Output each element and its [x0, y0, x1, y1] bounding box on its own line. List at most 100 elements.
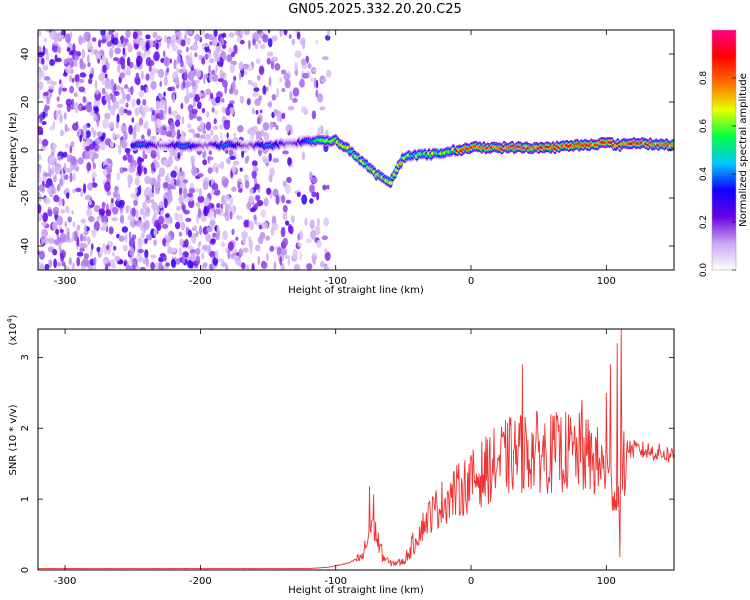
spectrogram-x-label: Height of straight line (km): [288, 285, 424, 296]
spectrogram-speckle: [226, 132, 229, 139]
spectrogram-speckle: [202, 149, 207, 159]
spectrogram-speckle: [235, 236, 239, 241]
spectrogram-speckle: [280, 226, 286, 238]
spectrogram-speckle: [294, 50, 302, 59]
spectrogram-speckle: [174, 151, 178, 157]
spectrogram-speckle: [190, 233, 196, 243]
spectrogram-speckle: [87, 62, 91, 68]
spectrogram-speckle: [203, 207, 208, 217]
spectrogram-speckle: [102, 221, 108, 228]
spectrogram-speckle: [157, 174, 161, 185]
spectrogram-speckle: [142, 99, 147, 106]
spectrogram-speckle: [120, 86, 125, 95]
colorbar-label: Normalized spectral amplitude: [738, 73, 749, 227]
spectrogram-speckle: [222, 80, 228, 88]
spectrogram-speckle: [63, 162, 67, 171]
spectrogram-speckle: [69, 74, 72, 83]
colorbar-tick-label: 0.2: [699, 215, 709, 229]
spectrogram-speckle: [228, 47, 233, 54]
spectrogram-speckle: [137, 248, 144, 254]
spectrogram-speckle: [193, 68, 197, 76]
spectrogram-speckle: [285, 220, 290, 226]
spectrogram-speckle: [165, 262, 170, 267]
spectrogram-speckle: [159, 125, 163, 134]
spectrogram-speckle: [180, 102, 184, 110]
spectrogram-speckle: [287, 258, 290, 266]
spectrogram-speckle: [236, 35, 241, 43]
spectrogram-speckle: [49, 31, 55, 40]
spectrogram-speckle: [326, 184, 330, 190]
spectrogram-speckle: [110, 197, 114, 204]
snr-panel: -300 -200 -100 0 100 0 1 2 3 Height of straight…: [6, 314, 675, 596]
spectrogram-speckle: [44, 183, 51, 189]
spectrogram-speckle: [95, 51, 102, 62]
spectrogram-speckle: [79, 233, 84, 242]
spectrogram-speckle: [145, 257, 149, 268]
spectrogram-speckle: [151, 202, 159, 211]
spectrogram-speckle: [313, 77, 317, 89]
spectrogram-speckle: [222, 179, 229, 188]
spectrogram-speckle: [210, 238, 216, 244]
spectrogram-speckle: [94, 144, 100, 150]
spectrogram-speckle: [112, 94, 116, 103]
spectrogram-speckle: [92, 152, 99, 159]
spectrogram-speckle: [158, 256, 165, 263]
spectrogram-speckle: [214, 209, 221, 215]
spectrogram-speckle: [273, 108, 278, 116]
spectrogram-speckle: [175, 114, 181, 121]
spectrogram-speckle: [301, 194, 308, 205]
spectrogram-speckle: [271, 56, 278, 63]
spectrogram-speckle: [127, 87, 131, 93]
spectrogram-speckle: [288, 34, 292, 39]
spectrogram-speckle: [86, 102, 92, 113]
spectrogram-speckle: [211, 107, 215, 113]
spectrogram-speckle: [230, 51, 235, 58]
spectrogram-speckle: [66, 192, 70, 199]
spectrogram-speckle: [248, 239, 253, 250]
spectrogram-speckle: [60, 209, 66, 214]
spectrogram-speckle: [282, 212, 288, 221]
spectrogram-speckle: [108, 226, 114, 235]
spectrogram-speckle: [88, 199, 92, 206]
spectrogram-speckle: [64, 221, 68, 228]
spectrogram-speckle: [317, 93, 324, 103]
spectrogram-speckle: [212, 38, 218, 47]
spectrogram-speckle: [59, 232, 66, 243]
spectrogram-speckle: [178, 68, 184, 74]
spectrogram-speckle: [207, 34, 214, 41]
chart-title: GN05.2025.332.20.20.C25: [288, 2, 462, 17]
spectrogram-speckle: [214, 56, 221, 62]
spectrogram-speckle: [293, 263, 300, 270]
spectrogram-speckle: [259, 231, 266, 240]
spectrogram-speckle: [150, 39, 154, 48]
spectrogram-speckle: [70, 141, 75, 148]
spectrogram-speckle: [184, 71, 188, 81]
spectrogram-speckle: [255, 194, 261, 201]
spectrogram-speckle: [204, 53, 209, 60]
spectrogram-speckle: [170, 258, 176, 268]
spectrogram-speckle: [85, 137, 91, 147]
spectrogram-speckle: [262, 158, 270, 164]
spectrogram-speckle: [185, 88, 189, 98]
spectrogram-speckle: [72, 122, 79, 131]
spectrogram-speckle: [270, 59, 275, 70]
spectrogram-speckle: [148, 64, 152, 73]
spectrogram-y-tick-label: 40: [20, 48, 31, 61]
spectrogram-speckle: [237, 181, 241, 191]
spectrogram-speckle: [208, 64, 211, 75]
spectrogram-speckle: [146, 234, 153, 241]
spectrogram-speckle: [89, 73, 93, 79]
spectrogram-speckle: [109, 141, 115, 148]
spectrogram-speckle: [186, 55, 189, 61]
spectrogram-speckle: [188, 128, 195, 133]
spectrogram-speckle: [259, 109, 263, 114]
spectrogram-speckle: [58, 87, 62, 96]
spectrogram-speckle: [74, 55, 79, 61]
spectrogram-speckle: [251, 262, 255, 270]
spectrogram-speckle: [102, 243, 106, 249]
spectrogram-speckle: [268, 152, 272, 162]
spectrogram-speckle: [292, 97, 298, 103]
spectrogram-speckle: [185, 80, 190, 89]
spectrogram-speckle: [229, 211, 233, 220]
spectrogram-speckle: [222, 230, 229, 241]
